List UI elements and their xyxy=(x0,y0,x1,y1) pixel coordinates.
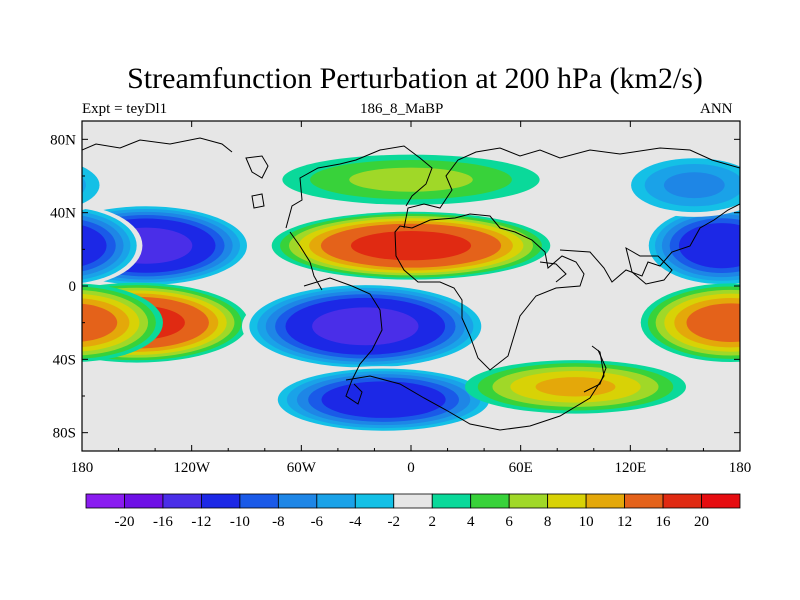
colorbar-swatch xyxy=(85,493,125,509)
colorbar-swatch xyxy=(624,493,664,509)
contour-fill xyxy=(6,153,800,434)
colorbar-label: 16 xyxy=(656,514,672,530)
colorbar-labels: -20 -16 -12 -10 -8 -6 -4 -2 2 4 6 8 10 12 16 20 xyxy=(114,514,709,530)
colorbar-label: -2 xyxy=(388,514,401,530)
contour-band xyxy=(321,381,446,418)
contour-band xyxy=(6,172,67,198)
contour-band xyxy=(535,377,616,397)
x-tick-label: 0 xyxy=(407,460,415,476)
coastlines xyxy=(82,137,740,431)
colorbar-label: 10 xyxy=(579,514,594,530)
contour-band xyxy=(350,231,472,261)
x-tick-label: 120W xyxy=(173,460,211,476)
colorbar-swatch xyxy=(124,493,164,509)
colorbar-swatch xyxy=(508,493,549,509)
colorbar-swatch xyxy=(701,493,741,509)
y-tick-label: 40S xyxy=(53,352,76,368)
contour-region xyxy=(6,153,740,217)
colorbar-label: -6 xyxy=(311,514,324,530)
contour-band xyxy=(758,228,800,264)
contour-band xyxy=(82,176,86,194)
colorbar-swatch xyxy=(201,493,241,509)
contour-region xyxy=(271,211,551,280)
colorbar-label: 2 xyxy=(428,514,436,530)
contour-region xyxy=(465,360,686,414)
colorbar-swatch xyxy=(277,493,318,509)
contour-region xyxy=(82,283,740,362)
experiment-label: Expt = teyDl1 xyxy=(82,101,168,117)
contour-region xyxy=(241,282,489,371)
colorbar-label: 4 xyxy=(467,514,475,530)
colorbar xyxy=(85,493,741,509)
y-tick-label: 80S xyxy=(53,426,76,442)
colorbar-swatch xyxy=(470,493,510,509)
x-tick-label: 180 xyxy=(71,460,94,476)
colorbar-swatch xyxy=(431,493,472,509)
x-tick-label: 180 xyxy=(729,460,752,476)
contour-band xyxy=(349,167,473,192)
colorbar-swatch xyxy=(316,493,356,509)
case-label: 186_8_MaBP xyxy=(360,101,444,117)
colorbar-swatch xyxy=(393,493,433,509)
y-axis-labels: 80N 40N 0 40S 80S xyxy=(50,132,76,441)
y-tick-label: 40N xyxy=(50,206,76,222)
colorbar-swatch xyxy=(547,493,587,509)
contour-band xyxy=(82,225,107,267)
contour-band xyxy=(663,172,725,199)
contour-band xyxy=(686,303,740,343)
contour-region xyxy=(269,366,498,434)
contour-band xyxy=(747,305,800,339)
x-tick-label: 60W xyxy=(287,460,317,476)
colorbar-label: -16 xyxy=(153,514,173,530)
contour-band xyxy=(312,307,419,346)
season-label: ANN xyxy=(700,101,733,117)
y-tick-label: 0 xyxy=(69,279,77,295)
contour-region xyxy=(82,204,740,288)
x-tick-label: 120E xyxy=(614,460,646,476)
y-tick-label: 80N xyxy=(50,132,76,148)
colorbar-swatch xyxy=(239,493,279,509)
x-tick-label: 60E xyxy=(509,460,533,476)
chart-title: Streamfunction Perturbation at 200 hPa (… xyxy=(127,62,703,95)
colorbar-label: -4 xyxy=(349,514,362,530)
colorbar-label: 12 xyxy=(617,514,632,530)
axis-ticks xyxy=(81,121,741,451)
colorbar-label: -12 xyxy=(191,514,211,530)
contour-region xyxy=(282,154,540,205)
colorbar-swatch xyxy=(162,493,202,509)
colorbar-swatch xyxy=(585,493,625,509)
contour-band xyxy=(82,166,100,204)
colorbar-label: -10 xyxy=(230,514,250,530)
contour-band xyxy=(678,223,740,269)
colorbar-swatch xyxy=(662,493,702,509)
colorbar-label: -8 xyxy=(272,514,285,530)
x-axis-labels: 180 120W 60W 0 60E 120E 180 xyxy=(71,460,752,476)
contour-band xyxy=(82,303,118,342)
colorbar-label: 8 xyxy=(544,514,552,530)
colorbar-label: 20 xyxy=(694,514,709,530)
colorbar-swatch xyxy=(354,493,395,509)
contour-band xyxy=(734,235,740,257)
colorbar-label: -20 xyxy=(114,514,134,530)
colorbar-label: 6 xyxy=(505,514,513,530)
